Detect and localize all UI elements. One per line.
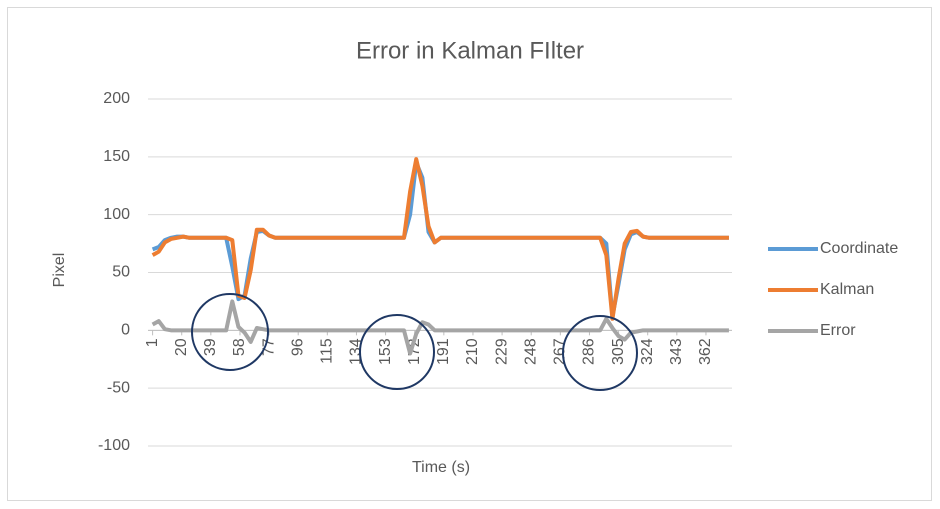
x-tick-label: 58 — [231, 338, 248, 356]
series-line — [151, 299, 729, 356]
y-tick-label: -100 — [98, 437, 130, 454]
x-tick-label: 1 — [144, 338, 161, 347]
x-tick-label: 191 — [435, 338, 452, 365]
x-tick-label: 248 — [522, 338, 539, 365]
x-tick-label: 153 — [377, 338, 394, 365]
x-tick-label: 267 — [552, 338, 569, 365]
highlight-circle — [562, 315, 638, 391]
chart-title: Error in Kalman FIlter — [356, 37, 584, 64]
x-tick-label: 362 — [697, 338, 714, 365]
legend-label: Error — [820, 322, 856, 339]
chart-frame — [7, 7, 932, 501]
x-tick-label: 172 — [406, 338, 423, 365]
x-tick-label: 343 — [668, 338, 685, 365]
plot — [151, 157, 729, 356]
y-axis-label: Pixel — [51, 253, 68, 288]
x-tick-label: 286 — [581, 338, 598, 365]
x-tick-label: 77 — [260, 338, 277, 356]
y-tick-label: 100 — [103, 206, 130, 223]
x-tick-label: 229 — [493, 338, 510, 365]
legend-label: Coordinate — [820, 240, 898, 257]
y-tick-label: 150 — [103, 148, 130, 165]
highlight-circle — [191, 293, 269, 371]
y-tick-label: 0 — [121, 322, 130, 339]
legend-label: Kalman — [820, 281, 874, 298]
x-tick-label: 96 — [289, 338, 306, 356]
y-tick-label: 50 — [112, 264, 130, 281]
series-line — [151, 157, 729, 321]
x-tick-label: 210 — [464, 338, 481, 365]
highlight-circle — [359, 314, 435, 390]
y-tick-label: -50 — [107, 379, 130, 396]
x-tick-label: 115 — [319, 338, 336, 364]
x-tick-label: 324 — [639, 338, 656, 365]
x-axis-label: Time (s) — [412, 459, 470, 476]
y-tick-label: 200 — [103, 90, 130, 107]
x-tick-label: 20 — [173, 338, 190, 356]
x-tick-label: 39 — [202, 338, 219, 356]
x-tick-label: 305 — [610, 338, 627, 365]
annotations — [191, 293, 638, 391]
